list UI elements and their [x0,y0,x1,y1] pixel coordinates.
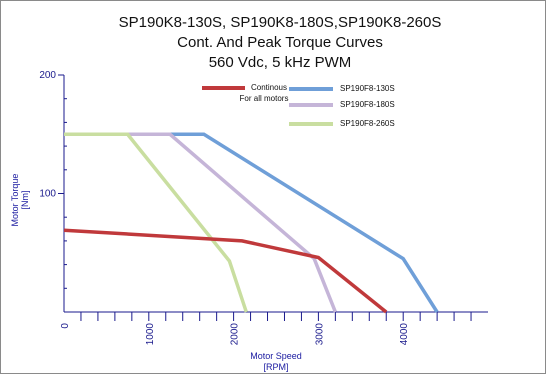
chart-title-line-3: 560 Vdc, 5 kHz PWM [209,54,352,71]
chart-title-line-2: Cont. And Peak Torque Curves [177,34,383,51]
y-axis-label: Motor Torque [Nm] [10,174,30,227]
legend-label-continuous-line-1: Continous [251,83,287,92]
series-line-sp190f8-130s [64,132,439,313]
series-line-continuous [63,228,388,314]
tick-marks [58,74,472,321]
legend-label-180s: SP190F8-180S [340,100,395,109]
series-line-sp190f8-260s [64,132,248,313]
tick-labels: 0 1000 2000 3000 4000 100 200 [39,70,410,345]
x-tick-label: 4000 [399,323,410,346]
legend: Continous For all motors SP190F8-130S SP… [202,83,395,128]
y-tick-label: 100 [39,189,56,200]
series-layer [63,132,439,314]
x-axis-label: Motor Speed [RPM] [250,351,302,372]
legend-label-continuous-line-2: For all motors [240,94,289,103]
axes [63,75,488,313]
x-axis-label-line-1: Motor Speed [250,351,302,361]
y-tick-label: 200 [39,70,56,81]
x-tick-label: 2000 [230,323,241,346]
legend-label-260s: SP190F8-260S [340,119,395,128]
x-tick-label: 3000 [314,323,325,346]
legend-label-130s: SP190F8-130S [340,84,395,93]
chart-title: SP190K8-130S, SP190K8-180S,SP190K8-260S … [119,14,442,71]
y-axis-label-line-1: Motor Torque [10,174,20,227]
chart-title-line-1: SP190K8-130S, SP190K8-180S,SP190K8-260S [119,14,442,31]
x-axis-label-line-2: [RPM] [263,362,288,372]
y-axis-label-line-2: [Nm] [20,191,30,210]
x-tick-label: 0 [60,323,71,329]
x-tick-label: 1000 [145,323,156,346]
